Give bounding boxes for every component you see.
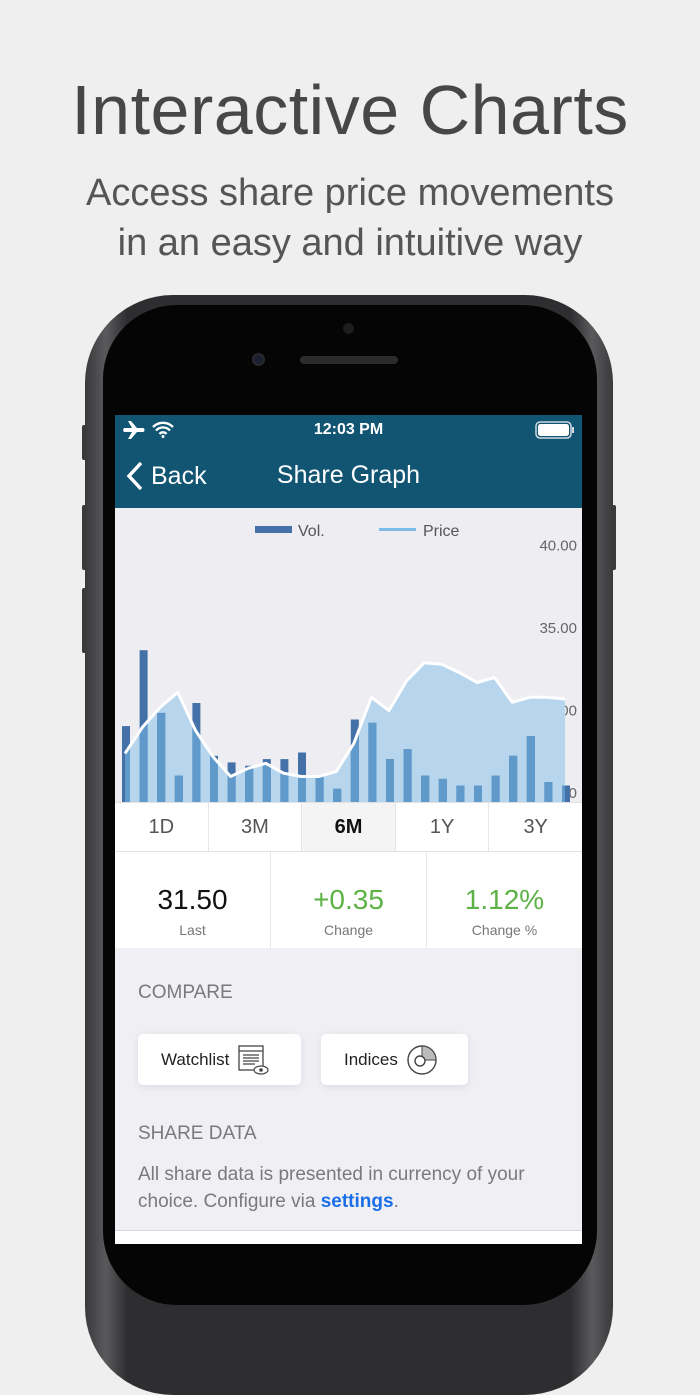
stat-label: Change % [471,922,538,938]
volume-bar [562,785,570,802]
legend-vol-swatch [255,526,292,533]
y-tick-label: 40.00 [539,538,577,555]
tab-3y[interactable]: 3Y [523,816,548,838]
hero-subtitle: Access share price movements in an easy … [0,168,700,268]
volume-bar-in-area [280,759,289,802]
tab-6m[interactable]: 6M [302,803,396,851]
stat-last: 31.50 Last [115,852,271,948]
page-title: Share Graph [115,461,582,490]
tab-3m[interactable]: 3M [209,803,303,851]
back-label: Back [151,461,207,490]
share-data-heading: SHARE DATA [138,1123,257,1144]
volume-bar-in-area [139,662,148,802]
subtitle-line: Access share price movements [86,172,614,214]
nav-bar: Back Share Graph [115,445,582,508]
volume-bar-in-area [456,785,465,802]
watchlist-eye-icon [238,1044,269,1075]
volume-down-button [82,588,87,653]
price-line [123,661,566,778]
volume-bar-in-area [526,736,535,802]
volume-bar-in-area [245,765,254,802]
watchlist-label: Watchlist [161,1049,230,1069]
legend-vol-label: Vol. [298,523,325,540]
subtitle-line: in an easy and intuitive way [117,222,583,264]
volume-bar-in-area [174,775,183,802]
stat-value: 1.12% [464,884,545,915]
volume-bar-in-area [438,778,447,802]
stat-label: Change [323,922,374,938]
volume-bar-in-area [333,788,342,802]
tab-1y[interactable]: 1Y [396,803,490,851]
bottom-row [115,1230,582,1244]
note-text: All share data is presented in currency … [138,1164,525,1212]
indices-label: Indices [344,1049,398,1069]
share-data-note: All share data is presented in currency … [138,1161,578,1215]
stat-label: Last [179,922,206,938]
volume-bar-in-area [125,726,130,802]
volume-bar-in-area [192,703,201,802]
period-tabs: 1D 3M 6M 1Y 3Y [115,802,582,852]
hero-title: Interactive Charts [71,71,629,149]
volume-bar-in-area [262,759,271,802]
volume-bar-in-area [474,785,482,802]
volume-bar-in-area [421,775,430,802]
legend-price-swatch [379,528,416,531]
stats-row: 31.50 Last +0.35 Change 1.12% Change % [115,852,582,948]
legend-price-label: Price [423,523,460,540]
speaker [300,356,398,364]
battery-icon [535,421,574,439]
volume-bar-in-area [315,775,324,802]
volume-up-button [82,505,87,570]
watchlist-button[interactable]: Watchlist [138,1034,301,1085]
volume-bar-in-area [227,762,236,802]
volume-bar-in-area [210,755,218,802]
camera [252,353,265,366]
indices-pie-icon [407,1044,437,1075]
chevron-left-icon [126,461,143,491]
compare-heading: COMPARE [138,982,233,1003]
stat-value: +0.35 [313,884,384,915]
volume-bar-in-area [386,759,394,802]
volume-bar-in-area [562,785,565,802]
indices-button[interactable]: Indices [321,1034,468,1085]
airplane-icon [123,421,145,439]
volume-bar-in-area [403,749,412,802]
back-button[interactable]: Back [125,461,207,491]
page-title-text: Share Graph [276,461,421,489]
tab-1d[interactable]: 1D [115,803,209,851]
volume-bar-in-area [509,755,518,802]
wifi-icon [152,421,174,438]
note-end: . [393,1191,399,1212]
y-tick-label: 35.00 [539,620,577,637]
stat-change: +0.35 Change [271,852,427,948]
stat-value: 31.50 [157,884,228,915]
power-button [611,505,616,570]
sensor [343,323,354,334]
stat-change-percent: 1.12% Change % [427,852,582,948]
status-time: 12:03 PM [313,421,384,438]
volume-bar-in-area [157,712,166,802]
settings-link[interactable]: settings [320,1191,394,1212]
price-area [125,662,565,802]
mute-switch [82,425,87,460]
status-bar: 12:03 PM [115,415,582,445]
app-screen: 12:03 PM Back Share Graph Vol. Price 40.00… [115,415,582,1244]
volume-bar-in-area [544,782,553,802]
volume-bar-in-area [368,722,377,802]
volume-bar-in-area [350,719,359,802]
volume-bar-in-area [491,775,500,802]
